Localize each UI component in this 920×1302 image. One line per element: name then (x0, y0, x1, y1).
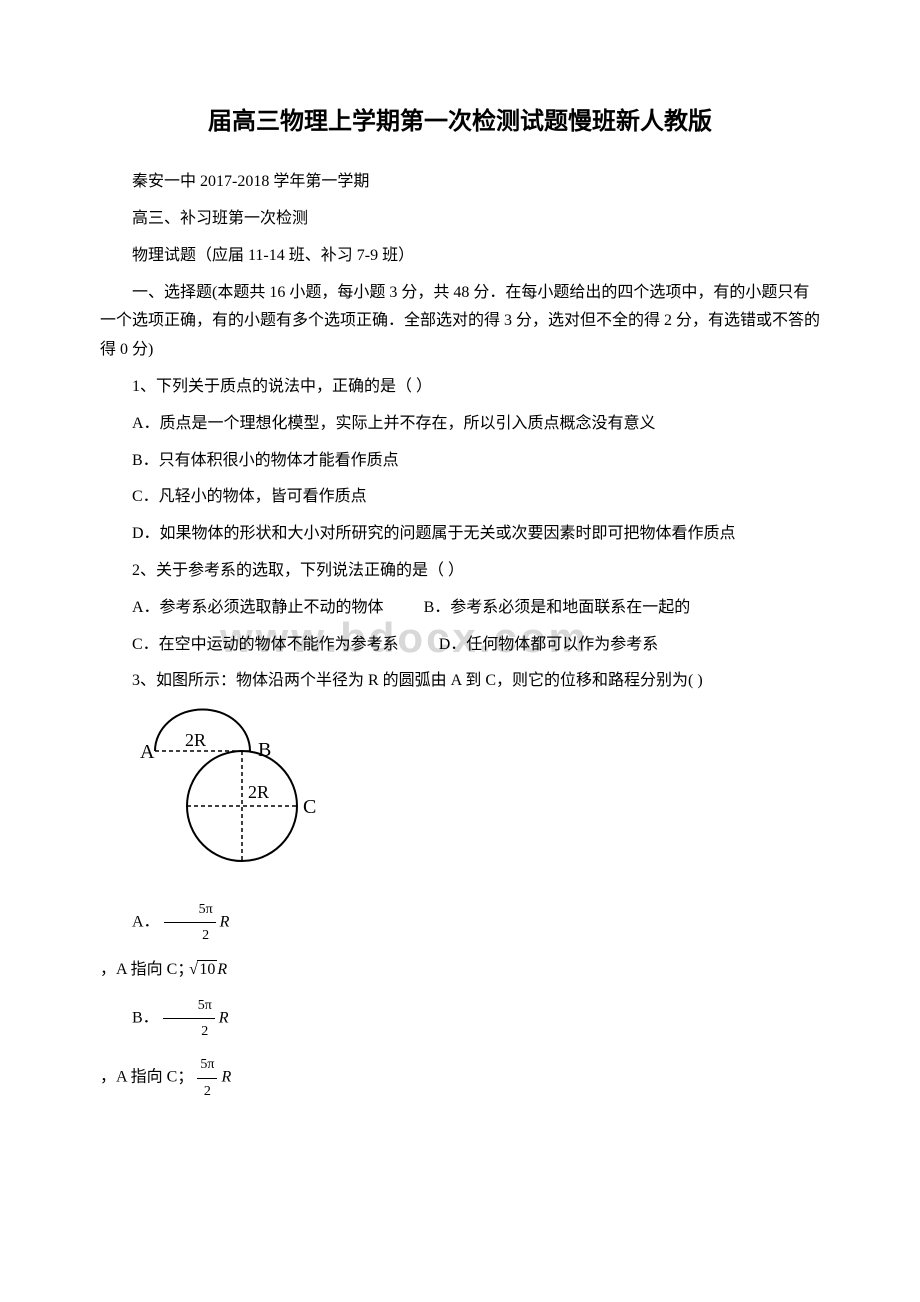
class-line: 高三、补习班第一次检测 (100, 205, 820, 234)
q2-option-ab: A．参考系必须选取静止不动的物体 B．参考系必须是和地面联系在一起的 (100, 594, 820, 623)
q2-option-a: A．参考系必须选取静止不动的物体 (132, 599, 384, 616)
fraction-5pi-2-b: 5π 2 (163, 993, 215, 1044)
q3-optB-prefix: B． (132, 1009, 159, 1026)
subject-line: 物理试题（应届 11-14 班、补习 7-9 班） (100, 242, 820, 271)
q1-option-a: A．质点是一个理想化模型，实际上并不存在，所以引入质点概念没有意义 (100, 410, 820, 439)
q1-option-c: C．凡轻小的物体，皆可看作质点 (100, 483, 820, 512)
q3-option-a-line2: ，A 指向 C； 10R √ (100, 956, 820, 985)
section-1-heading: 一、选择题(本题共 16 小题，每小题 3 分，共 48 分．在每小题给出的四个… (100, 279, 820, 365)
diagram-label-2R-mid: 2R (248, 782, 269, 802)
q3-stem: 3、如图所示：物体沿两个半径为 R 的圆弧由 A 到 C，则它的位移和路程分别为… (100, 667, 820, 696)
frac-den-b: 2 (201, 1024, 208, 1039)
q2-option-b: B．参考系必须是和地面联系在一起的 (424, 599, 691, 616)
q3-optA-suffix: ，A 指向 C； (100, 961, 193, 978)
R-symbol-b: R (219, 1009, 229, 1026)
frac-num-b: 5π (198, 998, 212, 1013)
diagram-label-C: C (303, 796, 316, 818)
q2-option-d: D．任何物体都可以作为参考系 (439, 636, 659, 653)
diagram-label-A: A (140, 741, 155, 763)
R-symbol-c: R (221, 1069, 231, 1086)
q2-option-cd: C．在空中运动的物体不能作为参考系 D．任何物体都可以作为参考系 (100, 631, 820, 660)
R-symbol: R (220, 913, 230, 930)
q1-option-b: B．只有体积很小的物体才能看作质点 (100, 447, 820, 476)
q1-option-d: D．如果物体的形状和大小对所研究的问题属于无关或次要因素时即可把物体看作质点 (100, 520, 820, 549)
frac-num-c: 5π (200, 1057, 214, 1072)
document-title: 届高三物理上学期第一次检测试题慢班新人教版 (100, 100, 820, 143)
q2-option-c: C．在空中运动的物体不能作为参考系 (132, 636, 399, 653)
q3-diagram: A B C 2R 2R (130, 706, 820, 887)
q3-optA-prefix: A． (132, 913, 160, 930)
frac-den: 2 (202, 928, 209, 943)
frac-den-c: 2 (204, 1084, 211, 1099)
q3-optB-suffix: ，A 指向 C； (100, 1069, 193, 1086)
fraction-5pi-2-c: 5π 2 (197, 1052, 217, 1103)
q3-option-b-line2: ，A 指向 C； 5π 2 R (100, 1052, 820, 1103)
q2-stem: 2、关于参考系的选取，下列说法正确的是（ ） (100, 557, 820, 586)
school-line: 秦安一中 2017-2018 学年第一学期 (100, 168, 820, 197)
diagram-label-B: B (258, 739, 271, 761)
fraction-5pi-2: 5π 2 (164, 897, 216, 948)
q3-option-a-line1: A． 5π 2 R (100, 897, 820, 948)
sqrt-10R: 10R (197, 960, 231, 978)
q1-stem: 1、下列关于质点的说法中，正确的是（ ） (100, 373, 820, 402)
diagram-label-2R-top: 2R (185, 730, 206, 750)
q3-option-b-line1: B． 5π 2 R (100, 993, 820, 1044)
frac-num: 5π (199, 902, 213, 917)
